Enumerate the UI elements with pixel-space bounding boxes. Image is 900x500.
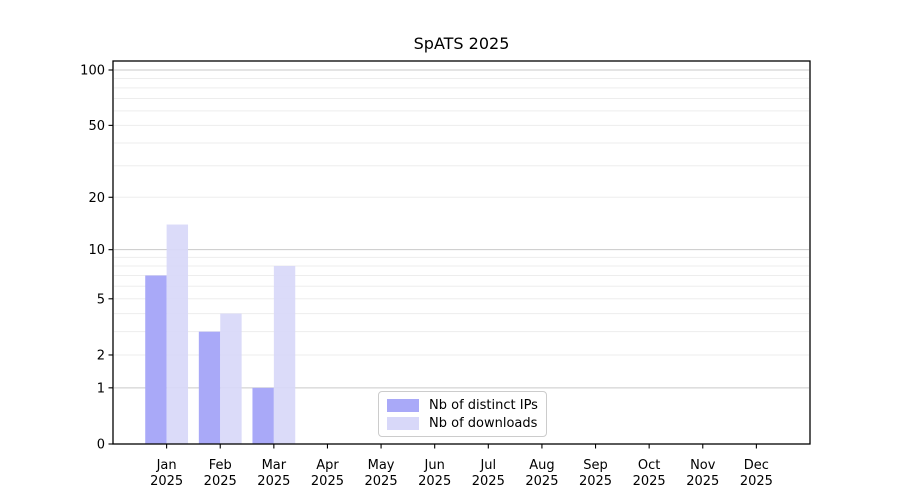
x-tick-label-month: Mar (262, 458, 287, 473)
x-tick-label-year: 2025 (418, 474, 451, 489)
y-tick-label: 2 (97, 348, 105, 363)
y-tick-label: 20 (88, 191, 105, 206)
y-tick-label: 0 (97, 438, 105, 453)
x-tick-label-month: Oct (638, 458, 660, 473)
legend-label-distinct-ips: Nb of distinct IPs (429, 397, 538, 413)
x-tick-label-year: 2025 (633, 474, 666, 489)
x-tick-label-month: Nov (690, 458, 716, 473)
y-tick-label: 10 (88, 243, 105, 258)
legend-swatch-distinct-ips-icon (387, 398, 419, 412)
x-tick-label-year: 2025 (579, 474, 612, 489)
x-tick-label-year: 2025 (204, 474, 237, 489)
x-tick-label-year: 2025 (365, 474, 398, 489)
x-tick-label-month: Feb (209, 458, 232, 473)
x-tick-label-month: Jul (479, 458, 496, 473)
y-tick-label: 50 (88, 119, 105, 134)
x-tick-label-year: 2025 (525, 474, 558, 489)
legend-entry-downloads: Nb of downloads (387, 415, 538, 431)
y-tick-label: 1 (97, 381, 105, 396)
legend-swatch-downloads-icon (387, 416, 419, 430)
x-tick-label-month: Apr (316, 458, 339, 473)
x-tick-label-year: 2025 (740, 474, 773, 489)
x-tick-label-year: 2025 (311, 474, 344, 489)
y-tick-label: 5 (97, 292, 105, 307)
x-tick-label-month: Aug (529, 458, 554, 473)
bar-mar-s1 (273, 265, 296, 444)
bar-mar-s0 (252, 387, 274, 444)
axes-spines (112, 60, 811, 445)
x-tick-label-month: Jan (156, 458, 177, 473)
legend: Nb of distinct IPs Nb of downloads (378, 391, 547, 437)
legend-entry-distinct-ips: Nb of distinct IPs (387, 397, 538, 413)
bar-feb-s1 (220, 313, 242, 444)
x-tick-label-month: Jun (424, 458, 445, 473)
bar-feb-s0 (198, 331, 221, 444)
legend-label-downloads: Nb of downloads (429, 415, 538, 431)
x-tick-label-month: Dec (744, 458, 769, 473)
x-tick-label-month: May (368, 458, 395, 473)
x-tick-label-year: 2025 (472, 474, 505, 489)
x-tick-label-year: 2025 (257, 474, 290, 489)
bar-jan-s1 (166, 224, 189, 444)
y-tick-label: 100 (80, 64, 105, 79)
x-tick-label-month: Sep (583, 458, 608, 473)
bar-jan-s0 (145, 275, 167, 444)
x-tick-label-year: 2025 (150, 474, 183, 489)
x-tick-label-year: 2025 (686, 474, 719, 489)
chart-title: SpATS 2025 (413, 34, 510, 53)
